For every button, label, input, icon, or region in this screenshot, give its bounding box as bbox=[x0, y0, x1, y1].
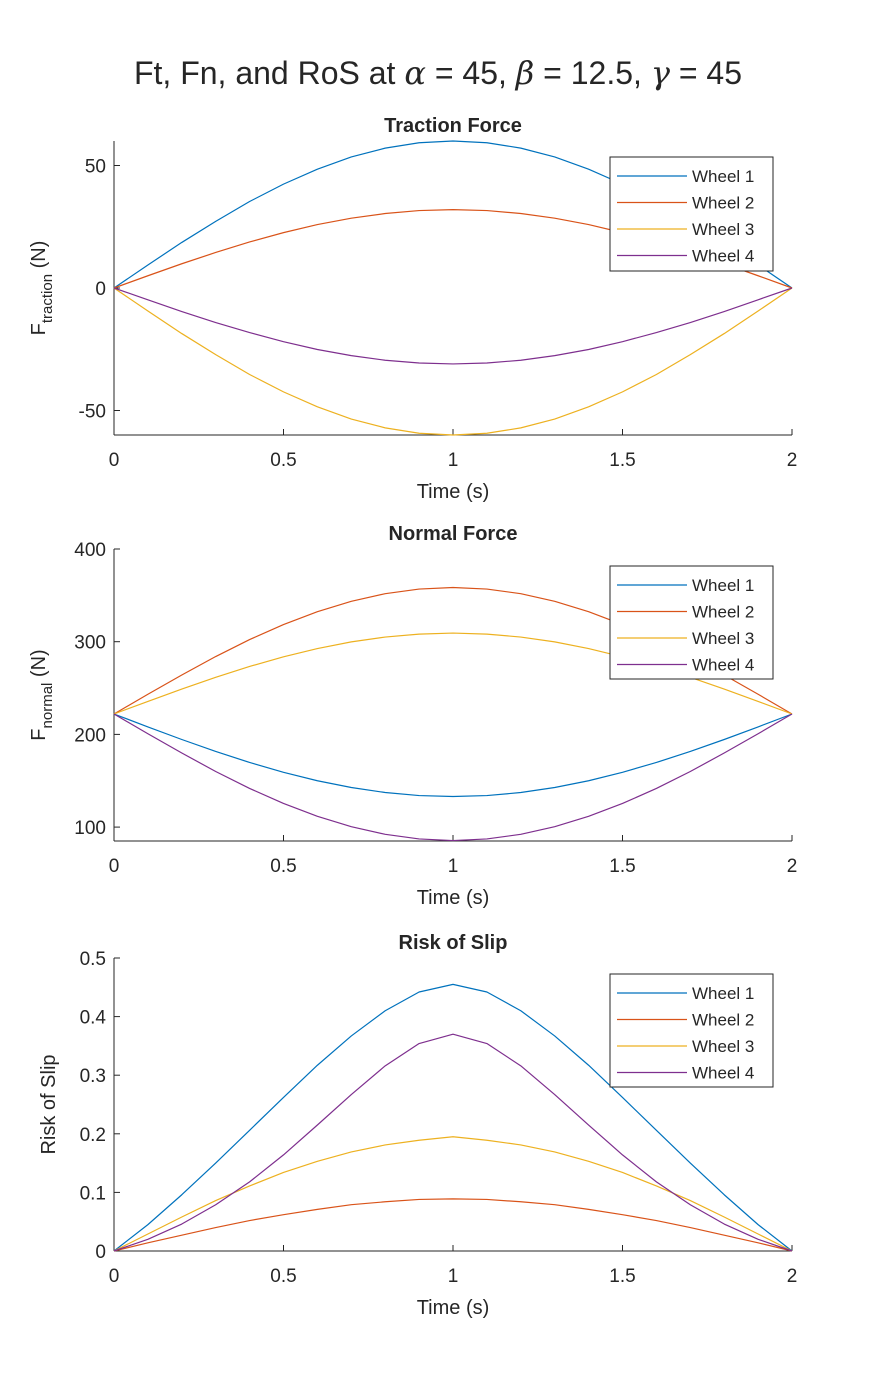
y-tick-label: 100 bbox=[74, 818, 106, 839]
series-line-wheel-4 bbox=[113, 713, 793, 842]
traction-force-axes: 0 0.5 1 1.5 2 -50 0 50 Traction Force Time (s) Ftr… bbox=[28, 115, 797, 503]
legend-entry: Wheel 2 bbox=[692, 1011, 754, 1030]
y-tick-label: 0.2 bbox=[80, 1125, 106, 1146]
x-tick-label: 1.5 bbox=[609, 450, 635, 471]
x-tick-label: 0 bbox=[109, 450, 120, 471]
x-tick-label: 1 bbox=[448, 1266, 459, 1287]
legend-entry: Wheel 1 bbox=[692, 576, 754, 595]
y-tick-label: 0.4 bbox=[80, 1008, 107, 1029]
y-tick-label: 50 bbox=[85, 157, 106, 178]
y-label-unit: (N) bbox=[28, 241, 50, 274]
y-axis-label: Risk of Slip bbox=[38, 1054, 60, 1154]
risk-of-slip-axes: 0 0.5 1 1.5 2 0 0.1 0.2 0.3 0.4 0.5 Risk of Slip Tim… bbox=[38, 932, 797, 1319]
y-label-unit: (N) bbox=[28, 649, 50, 682]
y-tick-label: 0.3 bbox=[80, 1066, 106, 1087]
y-tick-label: 0 bbox=[95, 1242, 106, 1263]
series-line-wheel-3 bbox=[113, 287, 793, 436]
series-line-wheel-2 bbox=[113, 1198, 793, 1252]
y-tick-label: 0.5 bbox=[80, 949, 106, 970]
x-axis-label: Time (s) bbox=[417, 887, 490, 909]
x-tick-label: 2 bbox=[787, 450, 798, 471]
legend-entry: Wheel 3 bbox=[692, 1037, 754, 1056]
y-tick-label: 400 bbox=[74, 540, 106, 561]
x-axis-label: Time (s) bbox=[417, 1297, 490, 1319]
beta-value: = 12.5, bbox=[534, 55, 651, 91]
x-tick-label: 1 bbox=[448, 450, 459, 471]
legend: Wheel 1 Wheel 2 Wheel 3 Wheel 4 bbox=[609, 565, 774, 680]
legend-entry: Wheel 2 bbox=[692, 603, 754, 622]
x-tick-label: 2 bbox=[787, 1266, 798, 1287]
legend-entry: Wheel 2 bbox=[692, 194, 754, 213]
normal-force-axes: 0 0.5 1 1.5 2 100 200 300 400 Normal Force Time (s… bbox=[28, 523, 797, 909]
gamma-value: = 45 bbox=[670, 55, 742, 91]
y-tick-label: 0.1 bbox=[80, 1183, 106, 1204]
x-tick-label: 0.5 bbox=[270, 450, 296, 471]
series-line-wheel-4 bbox=[113, 1033, 793, 1252]
alpha-symbol: α bbox=[404, 54, 426, 92]
axes-title: Traction Force bbox=[384, 115, 522, 137]
x-tick-label: 0 bbox=[109, 1266, 120, 1287]
x-tick-label: 0 bbox=[109, 856, 120, 877]
beta-symbol: β bbox=[515, 54, 535, 92]
y-tick-label: -50 bbox=[79, 402, 106, 423]
y-label-subscript: traction bbox=[39, 274, 56, 323]
x-tick-label: 1.5 bbox=[609, 856, 635, 877]
legend-entry: Wheel 4 bbox=[692, 1064, 754, 1083]
legend-entry: Wheel 4 bbox=[692, 656, 754, 675]
series-line-wheel-1 bbox=[113, 983, 793, 1252]
figure-title: Ft, Fn, and RoS at α = 45, β = 12.5, γ =… bbox=[134, 54, 742, 92]
legend-entry: Wheel 3 bbox=[692, 629, 754, 648]
y-tick-label: 300 bbox=[74, 633, 106, 654]
legend: Wheel 1 Wheel 2 Wheel 3 Wheel 4 bbox=[609, 973, 774, 1088]
legend-entry: Wheel 3 bbox=[692, 220, 754, 239]
legend: Wheel 1 Wheel 2 Wheel 3 Wheel 4 bbox=[609, 156, 774, 272]
title-prefix: Ft, Fn, and RoS at bbox=[134, 55, 404, 91]
x-axis-label: Time (s) bbox=[417, 481, 490, 503]
legend-entry: Wheel 4 bbox=[692, 247, 754, 266]
legend-entry: Wheel 1 bbox=[692, 167, 754, 186]
y-axis-label: Fnormal (N) bbox=[28, 649, 56, 740]
y-label-subscript: normal bbox=[39, 683, 56, 729]
series-line-wheel-1 bbox=[113, 713, 793, 798]
y-label-main: F bbox=[28, 323, 50, 335]
x-tick-label: 2 bbox=[787, 856, 798, 877]
series-line-wheel-3 bbox=[113, 1136, 793, 1252]
x-tick-label: 1.5 bbox=[609, 1266, 635, 1287]
axes-title: Normal Force bbox=[389, 523, 518, 545]
x-tick-label: 0.5 bbox=[270, 856, 296, 877]
y-tick-label: 200 bbox=[74, 725, 106, 746]
x-tick-label: 1 bbox=[448, 856, 459, 877]
legend-entry: Wheel 1 bbox=[692, 984, 754, 1003]
y-label-main: F bbox=[28, 728, 50, 740]
y-tick-label: 0 bbox=[95, 279, 106, 300]
alpha-value: = 45, bbox=[426, 55, 516, 91]
y-axis-label: Ftraction (N) bbox=[28, 241, 56, 336]
gamma-symbol: γ bbox=[651, 54, 671, 92]
x-tick-label: 0.5 bbox=[270, 1266, 296, 1287]
series-line-wheel-4 bbox=[113, 287, 793, 365]
axes-title: Risk of Slip bbox=[399, 932, 508, 954]
